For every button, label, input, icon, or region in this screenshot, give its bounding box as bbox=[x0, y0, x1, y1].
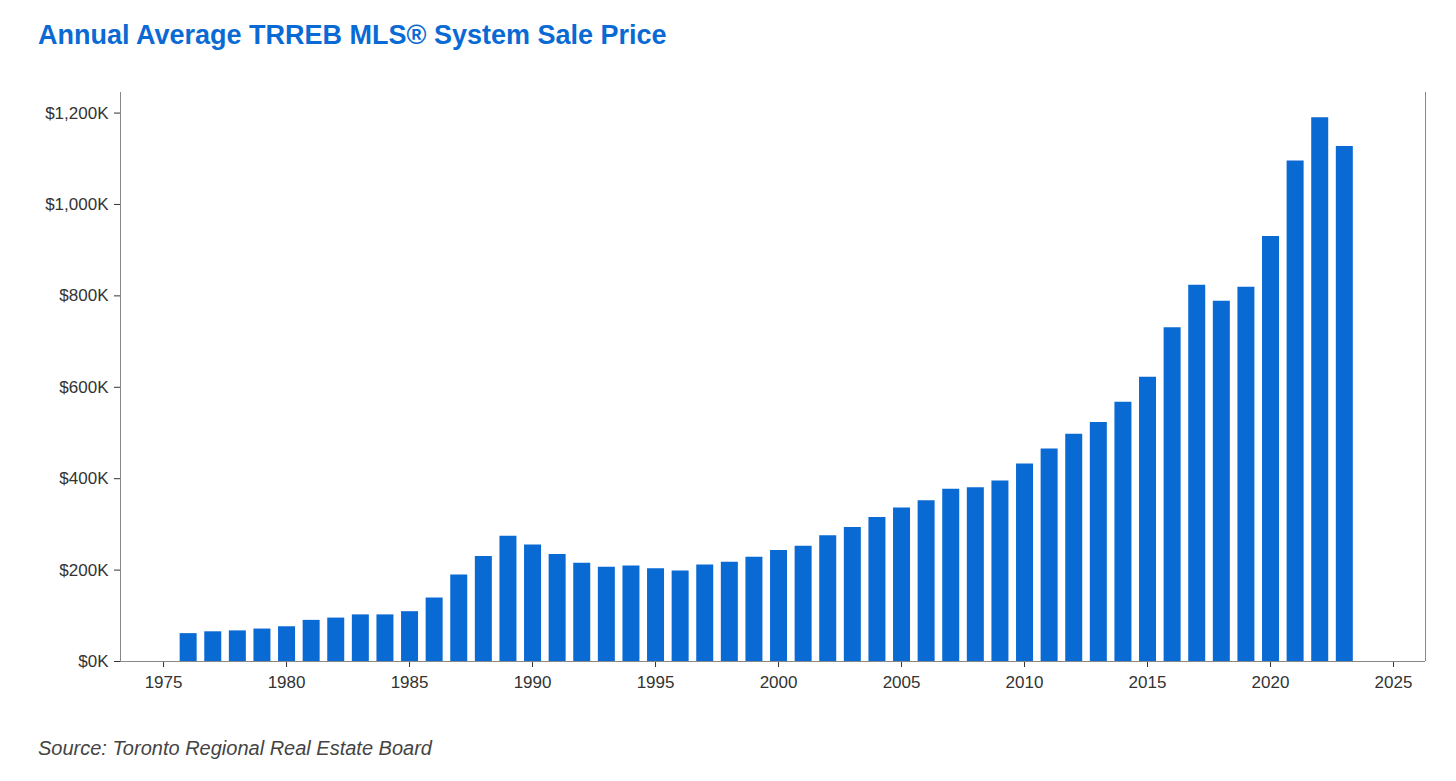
svg-text:2000: 2000 bbox=[760, 673, 798, 692]
svg-text:$0K: $0K bbox=[78, 652, 109, 671]
html-text:Source: Toronto Regional Real: Source: Toronto Regional Real Estate Boa… bbox=[38, 737, 432, 759]
svg-text:1975: 1975 bbox=[145, 673, 183, 692]
html-text:Annual Average TRREB MLS® Syst: Annual Average TRREB MLS® System Sale Pr… bbox=[38, 20, 667, 50]
svg-text:$800K: $800K bbox=[59, 286, 109, 305]
svg-text:2010: 2010 bbox=[1006, 673, 1044, 692]
svg-text:2020: 2020 bbox=[1252, 673, 1290, 692]
svg-text:$1,200K: $1,200K bbox=[45, 104, 109, 123]
svg-text:2015: 2015 bbox=[1129, 673, 1167, 692]
svg-text:1995: 1995 bbox=[637, 673, 675, 692]
svg-text:$600K: $600K bbox=[59, 378, 109, 397]
svg-text:$200K: $200K bbox=[59, 561, 109, 580]
svg-text:$400K: $400K bbox=[59, 469, 109, 488]
svg-text:2005: 2005 bbox=[883, 673, 921, 692]
svg-text:1980: 1980 bbox=[268, 673, 306, 692]
svg-text:$1,000K: $1,000K bbox=[45, 195, 109, 214]
svg-text:1985: 1985 bbox=[391, 673, 429, 692]
svg-text:1990: 1990 bbox=[514, 673, 552, 692]
svg-text:2025: 2025 bbox=[1375, 673, 1413, 692]
